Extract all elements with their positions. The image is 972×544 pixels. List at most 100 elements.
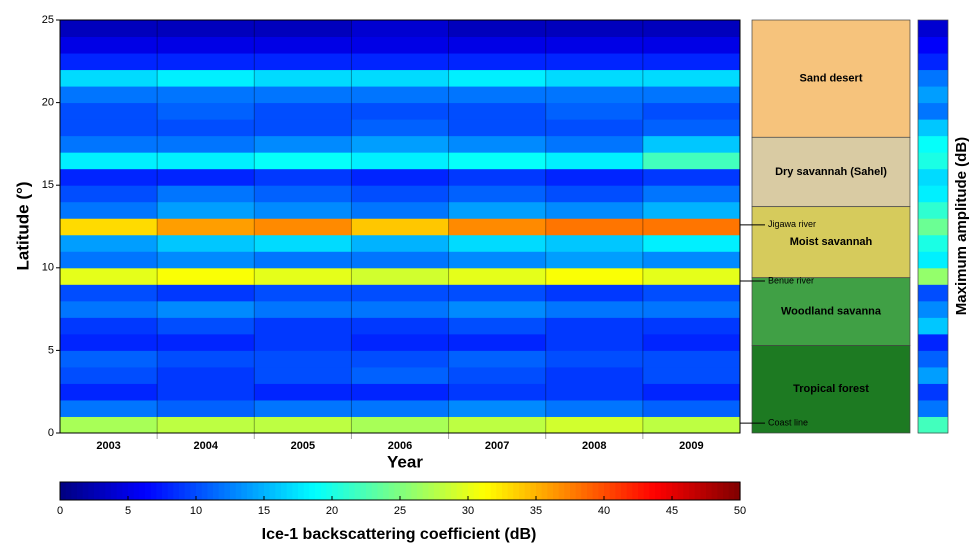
heatmap-cell <box>157 300 255 318</box>
heatmap-cell <box>157 36 255 54</box>
heatmap-cell <box>254 416 352 434</box>
colorbar-swatch <box>700 482 707 500</box>
heatmap-cell <box>254 234 352 252</box>
colorbar-swatch <box>65 482 72 500</box>
heatmap-cell <box>351 350 450 368</box>
heatmap-cell <box>254 333 352 351</box>
colorbar-swatch <box>490 482 497 500</box>
colorbar-swatch <box>723 482 730 500</box>
heatmap-cell <box>642 284 741 302</box>
heatmap-cell <box>157 234 255 252</box>
x-tick-label: 2005 <box>291 440 315 452</box>
heatmap-cell <box>60 366 158 384</box>
heatmap-cell <box>642 399 741 417</box>
colorbar-swatch <box>315 482 322 500</box>
colorbar-swatch <box>485 482 492 500</box>
colorbar-swatch <box>621 482 628 500</box>
heatmap-cell <box>351 86 450 104</box>
heatmap-cell <box>254 102 352 120</box>
annotation-label: Coast line <box>768 417 808 427</box>
heatmap-cell <box>254 267 352 285</box>
colorbar-tick-label: 30 <box>462 505 474 517</box>
colorbar-swatch <box>133 482 140 500</box>
heatmap-cell <box>351 383 450 401</box>
colorbar-swatch <box>275 482 282 500</box>
heatmap-cell <box>157 152 255 170</box>
colorbar-swatch <box>411 482 418 500</box>
x-tick-label: 2003 <box>96 440 120 452</box>
heatmap-cell <box>545 234 644 252</box>
colorbar-swatch <box>581 482 588 500</box>
y-tick-label: 25 <box>42 14 54 26</box>
heatmap-cell <box>351 102 450 120</box>
colorbar-swatch <box>320 482 327 500</box>
colorbar-swatch <box>122 482 129 500</box>
heatmap-cell <box>157 317 255 335</box>
colorbar-swatch <box>677 482 684 500</box>
amplitude-cell <box>918 20 948 38</box>
heatmap-cell <box>351 20 450 38</box>
heatmap-cell <box>642 383 741 401</box>
annotation-label: Jigawa river <box>768 219 816 229</box>
colorbar-swatch <box>264 482 271 500</box>
colorbar-swatch <box>417 482 424 500</box>
amplitude-cell <box>918 53 948 71</box>
colorbar-swatch <box>343 482 350 500</box>
colorbar-swatch <box>524 482 531 500</box>
colorbar-swatch <box>519 482 526 500</box>
heatmap-cell <box>60 416 158 434</box>
colorbar-swatch <box>145 482 152 500</box>
colorbar-swatch <box>547 482 554 500</box>
colorbar-swatch <box>405 482 412 500</box>
colorbar-swatch <box>428 482 435 500</box>
colorbar-swatch <box>451 482 458 500</box>
heatmap-cell <box>448 333 547 351</box>
heatmap-cell <box>545 300 644 318</box>
colorbar-swatch <box>207 482 214 500</box>
heatmap-cell <box>60 102 158 120</box>
colorbar-swatch <box>643 482 650 500</box>
heatmap-cell <box>642 36 741 54</box>
zone-label: Sand desert <box>800 73 863 85</box>
heatmap-cell <box>642 201 741 219</box>
zone-label: Moist savannah <box>790 236 873 248</box>
heatmap-cell <box>448 383 547 401</box>
colorbar-swatch <box>728 482 735 500</box>
heatmap-cell <box>60 218 158 236</box>
colorbar-swatch <box>383 482 390 500</box>
colorbar-swatch <box>269 482 276 500</box>
colorbar-swatch <box>587 482 594 500</box>
heatmap-cell <box>157 185 255 203</box>
heatmap-cell <box>448 135 547 153</box>
colorbar-swatch <box>553 482 560 500</box>
heatmap-cell <box>351 135 450 153</box>
heatmap-cell <box>351 201 450 219</box>
colorbar-swatch <box>298 482 305 500</box>
colorbar-swatch <box>111 482 118 500</box>
heatmap-cell <box>448 201 547 219</box>
heatmap-cell <box>545 350 644 368</box>
amplitude-cell <box>918 383 948 401</box>
colorbar-swatch <box>77 482 84 500</box>
colorbar-swatch <box>626 482 633 500</box>
heatmap-cell <box>157 416 255 434</box>
colorbar-swatch <box>241 482 248 500</box>
colorbar-swatch <box>332 482 339 500</box>
amplitude-cell <box>918 267 948 285</box>
heatmap-cell <box>642 86 741 104</box>
colorbar-swatch <box>558 482 565 500</box>
heatmap-cell <box>545 399 644 417</box>
amplitude-cell <box>918 218 948 236</box>
colorbar-swatch <box>564 482 571 500</box>
colorbar-swatch <box>422 482 429 500</box>
heatmap-cell <box>642 267 741 285</box>
colorbar-swatch <box>513 482 520 500</box>
heatmap-cell <box>642 168 741 186</box>
heatmap-cell <box>545 102 644 120</box>
amplitude-cell <box>918 135 948 153</box>
heatmap-cell <box>157 201 255 219</box>
heatmap-cell <box>157 284 255 302</box>
colorbar-swatch <box>592 482 599 500</box>
heatmap-cell <box>254 251 352 269</box>
